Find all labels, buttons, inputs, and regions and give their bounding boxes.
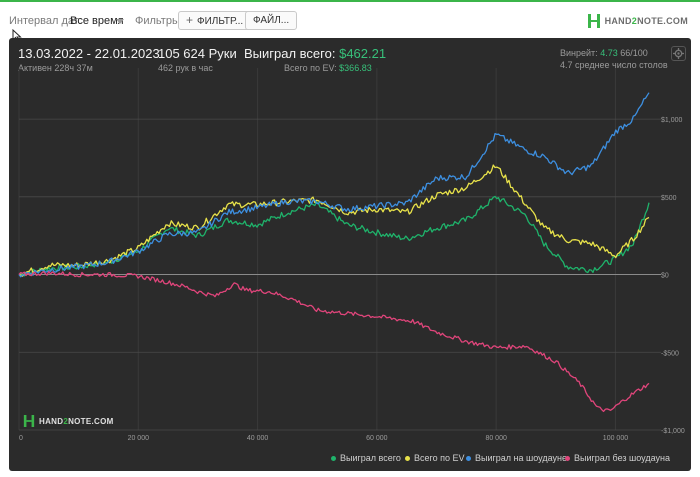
date-range: 13.03.2022 - 22.01.2023 (18, 46, 160, 61)
y-tick-label: $1,000 (661, 117, 683, 124)
date-interval-label: Интервал дат: (9, 15, 82, 27)
x-tick-label: 20 000 (128, 435, 150, 442)
winrate-value: 4.73 (600, 48, 618, 58)
legend-item-ev-total[interactable]: Всего по EV (405, 453, 464, 463)
legend-item-won-non-showdown[interactable]: Выиграл без шоудауна (565, 453, 670, 463)
x-tick-label: 0 (19, 435, 23, 442)
gear-icon (673, 48, 684, 59)
toolbar: Интервал дат: Все время Фильтры: + ФИЛЬТР… (0, 0, 700, 43)
hand2note-logo: HAND2NOTE.COM (587, 12, 688, 30)
logo-text: HAND2NOTE.COM (604, 16, 688, 26)
legend-item-won-total[interactable]: Выиграл всего (331, 453, 401, 463)
y-tick-label: -$1,000 (661, 428, 685, 435)
series-line-2 (18, 164, 650, 277)
x-tick-label: 80 000 (485, 435, 507, 442)
profit-chart: 0 20 000 40 000 60 000 80 000 100 000 $1,000 $5… (18, 68, 685, 442)
chart-grid (18, 68, 661, 431)
watermark-logo: HAND2NOTE.COM (23, 414, 114, 428)
legend-dot (466, 455, 471, 461)
date-interval-select[interactable]: Все время (70, 15, 124, 27)
chart-axis-labels: 0 20 000 40 000 60 000 80 000 100 000 $1,000 $5… (19, 117, 685, 442)
winrate: Винрейт: 4.73 66/100 (560, 48, 648, 58)
ev-total: Всего по EV: $366.83 (284, 63, 372, 73)
filters-label: Фильтры: (135, 15, 183, 27)
x-tick-label: 40 000 (247, 435, 269, 442)
won-total-value: $462.21 (339, 46, 387, 61)
ev-total-value: $366.83 (339, 63, 372, 73)
hands-per-hour: 462 рук в час (158, 63, 213, 73)
legend-dot (405, 455, 410, 461)
graph-panel: 13.03.2022 - 22.01.2023 Активен 228ч 37м… (9, 38, 691, 471)
active-time: Активен 228ч 37м (18, 63, 93, 73)
x-tick-label: 100 000 (603, 435, 628, 442)
legend-item-won-showdown[interactable]: Выиграл на шоудауне (466, 453, 567, 463)
file-button[interactable]: ФАЙЛ... (245, 11, 298, 30)
series-line-3 (18, 92, 650, 278)
chevron-down-icon[interactable] (116, 19, 124, 24)
x-tick-label: 60 000 (366, 435, 388, 442)
watermark-text: HAND2NOTE.COM (39, 416, 114, 426)
chart-series (18, 92, 650, 413)
series-line-4 (18, 270, 650, 413)
settings-button[interactable] (671, 46, 686, 61)
y-tick-label: $500 (661, 195, 677, 202)
y-tick-label: -$500 (661, 350, 679, 357)
legend-dot (331, 455, 336, 461)
legend-dot (565, 455, 570, 461)
hands-count: 105 624 Руки (158, 46, 237, 61)
filter-button-label: ФИЛЬТР... (197, 16, 244, 27)
won-total: Выиграл всего: $462.21 (244, 46, 387, 61)
plus-icon: + (186, 13, 194, 27)
hand2note-logo-icon (587, 14, 600, 28)
avg-tables: 4.7 среднее число столов (560, 60, 668, 70)
file-button-label: ФАЙЛ... (253, 15, 290, 26)
filter-button[interactable]: + ФИЛЬТР... (178, 11, 252, 30)
y-tick-label: $0 (661, 273, 669, 280)
hand2note-watermark-icon (23, 415, 35, 427)
